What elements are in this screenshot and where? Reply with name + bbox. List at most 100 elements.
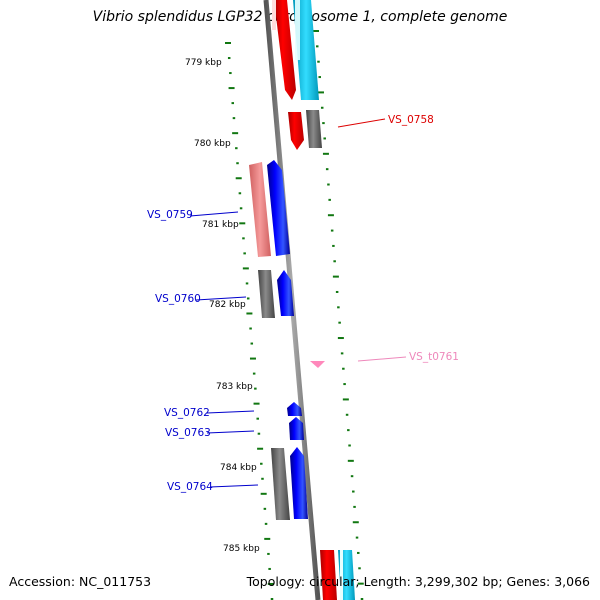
bottom-red-gene[interactable]	[320, 550, 337, 600]
gene-label-vs-0762[interactable]: VS_0762	[164, 407, 210, 419]
gc-tick	[347, 459, 354, 462]
gc-tick	[350, 475, 354, 478]
gene-vs-t0761[interactable]	[310, 361, 325, 368]
gene-vs-0763[interactable]	[289, 417, 304, 440]
gc-tick	[225, 42, 231, 44]
gene-label-vs-0763[interactable]: VS_0763	[165, 427, 211, 439]
gene-vs-0764[interactable]	[271, 447, 308, 520]
gc-tick	[320, 106, 324, 109]
gc-tick	[264, 537, 271, 540]
gc-tick	[327, 183, 330, 186]
gc-tick	[355, 536, 359, 539]
gc-tick	[270, 598, 274, 600]
gc-tick	[335, 290, 339, 293]
gc-tick	[325, 168, 329, 171]
gc-tick	[332, 275, 339, 278]
gc-tick	[235, 177, 242, 180]
gc-tick	[246, 297, 250, 300]
gc-tick	[337, 306, 340, 309]
genome-summary-text: Topology: circular; Length: 3,299,302 bp…	[246, 574, 590, 589]
top-cyan-gene[interactable]	[293, 0, 319, 100]
gc-tick	[249, 327, 252, 330]
gc-tick	[328, 198, 331, 201]
gc-tick	[313, 30, 319, 32]
gc-tick	[357, 582, 364, 585]
gc-tick	[333, 260, 336, 263]
gc-tick	[227, 57, 231, 60]
gc-tick	[323, 137, 326, 140]
gc-tick	[257, 447, 264, 450]
gene-label-vs-0758[interactable]: VS_0758	[388, 114, 434, 126]
gc-tick	[256, 417, 259, 420]
tick-label: 780 kbp	[194, 139, 231, 149]
gc-tick	[322, 122, 325, 125]
gc-tick	[267, 552, 270, 555]
gc-tick	[249, 357, 256, 360]
bottom-cyan-gene[interactable]	[338, 550, 355, 600]
gc-tick	[348, 444, 351, 447]
gc-tick	[327, 214, 334, 217]
tick-label: 784 kbp	[220, 463, 257, 473]
gc-tick	[243, 252, 246, 255]
gc-tick	[340, 352, 344, 355]
gc-tick	[260, 462, 263, 465]
tick-label: 781 kbp	[202, 220, 239, 230]
gc-tick	[317, 60, 320, 63]
gc-tick	[232, 117, 236, 120]
gc-tick	[231, 102, 235, 105]
gc-tick	[250, 342, 254, 345]
gc-tick	[268, 567, 271, 570]
gc-tick	[264, 522, 268, 525]
gc-tick	[238, 192, 242, 195]
gc-tick	[229, 72, 232, 75]
gc-tick	[235, 147, 238, 150]
gc-tick	[338, 321, 341, 324]
gene-label-vs-0764[interactable]: VS_0764	[167, 481, 213, 493]
gene-label-vs-0760[interactable]: VS_0760	[155, 293, 201, 305]
top-red-gene[interactable]	[272, 0, 296, 100]
gc-content-ticks	[225, 30, 364, 600]
gc-tick	[242, 267, 249, 270]
gc-tick	[254, 387, 257, 390]
gc-tick	[358, 567, 361, 570]
accession-text: Accession: NC_011753	[9, 574, 152, 589]
gc-tick	[253, 402, 260, 405]
gc-tick	[317, 91, 324, 94]
gc-tick	[263, 507, 267, 510]
gene-vs-0758[interactable]	[288, 110, 322, 150]
gc-tick	[337, 337, 344, 340]
gene-label-vs-t0761[interactable]: VS_t0761	[409, 351, 459, 363]
gc-tick	[315, 45, 319, 48]
gc-tick	[242, 237, 245, 240]
tick-label: 779 kbp	[185, 58, 222, 68]
gc-tick	[252, 372, 256, 375]
gc-tick	[342, 398, 349, 401]
gene-vs-0759[interactable]	[249, 160, 290, 257]
gene-vs-0760[interactable]	[258, 270, 294, 318]
tick-label: 785 kbp	[223, 544, 260, 554]
gene-labels: VS_0758 VS_0759 VS_0760 VS_t0761 VS_0762…	[147, 114, 459, 493]
gc-tick	[318, 76, 321, 79]
gene-vs-0762[interactable]	[287, 402, 302, 416]
gc-tick	[261, 477, 264, 480]
gc-tick	[352, 490, 355, 493]
gc-tick	[260, 492, 267, 495]
gc-tick	[357, 551, 360, 554]
gc-tick	[236, 162, 239, 165]
gc-tick	[330, 229, 334, 232]
gc-tick	[345, 413, 349, 416]
label-leader-lines	[189, 118, 407, 488]
gc-tick	[347, 429, 350, 432]
gc-tick	[353, 505, 356, 508]
gc-tick	[352, 521, 359, 524]
gc-tick	[228, 87, 235, 90]
gc-tick	[239, 207, 243, 210]
gene-label-vs-0759[interactable]: VS_0759	[147, 209, 193, 221]
gc-tick	[332, 244, 335, 247]
gc-tick	[360, 598, 364, 600]
gc-tick	[232, 132, 239, 135]
gc-tick	[343, 383, 346, 386]
gc-tick	[239, 222, 246, 225]
